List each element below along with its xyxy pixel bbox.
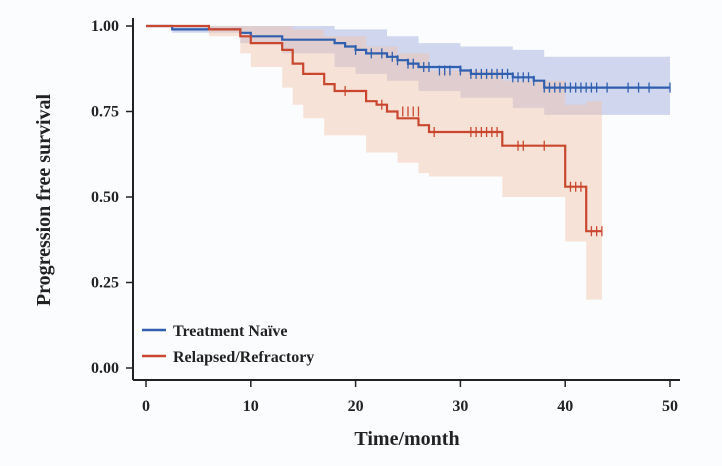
y-axis-ticks: 0.00 0.25 0.50 0.75 1.00 [91,18,133,377]
legend: Treatment Naïve Relapsed/Refractory [142,323,314,366]
y-axis-title: Progression free survival [33,93,55,306]
x-axis-title: Time/month [354,428,459,450]
x-tick-label: 20 [348,398,364,415]
ci-band-treatment-na-ve [146,26,670,115]
ci-band-relapsed-refractory [146,26,602,300]
legend-label-treatment-naive: Treatment Naïve [173,323,287,340]
x-tick-label: 50 [662,398,678,415]
x-axis-ticks: 0 10 20 30 40 50 [142,380,678,415]
y-tick-label: 0.25 [91,275,119,292]
y-tick-label: 0.50 [91,189,119,206]
y-tick-label: 0.00 [91,360,119,377]
y-tick-label: 0.75 [91,104,119,121]
x-tick-label: 0 [142,398,150,415]
y-tick-label: 1.00 [91,18,119,35]
x-tick-label: 10 [243,398,259,415]
censor-marks [344,44,671,237]
confidence-bands [146,26,670,300]
x-tick-label: 30 [452,398,468,415]
x-tick-label: 40 [557,398,573,415]
legend-label-relapsed-refractory: Relapsed/Refractory [173,349,314,366]
survival-line-relapsed-refractory [146,24,602,233]
